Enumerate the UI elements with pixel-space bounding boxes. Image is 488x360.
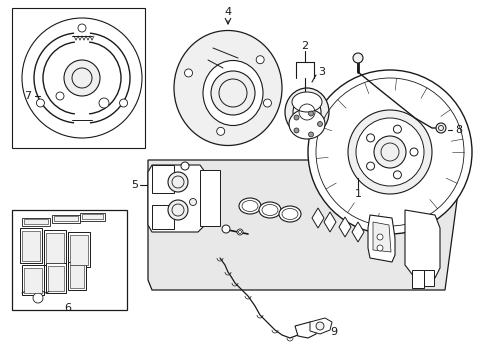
Bar <box>423 270 433 286</box>
Polygon shape <box>404 210 439 278</box>
Ellipse shape <box>288 109 325 139</box>
Circle shape <box>37 99 44 107</box>
Circle shape <box>293 115 298 120</box>
Bar <box>46 263 66 293</box>
Circle shape <box>435 123 445 133</box>
Circle shape <box>33 293 43 303</box>
Bar <box>152 205 174 229</box>
Circle shape <box>292 98 320 126</box>
Ellipse shape <box>174 31 282 145</box>
Bar <box>24 268 42 293</box>
Bar <box>411 270 423 288</box>
Text: 6: 6 <box>64 303 71 313</box>
Circle shape <box>347 110 431 194</box>
Circle shape <box>376 245 382 251</box>
Ellipse shape <box>279 206 301 222</box>
Text: 5: 5 <box>131 180 138 190</box>
Circle shape <box>376 234 382 240</box>
Circle shape <box>210 71 254 115</box>
Bar <box>22 231 40 261</box>
Circle shape <box>184 69 192 77</box>
Ellipse shape <box>285 88 328 136</box>
Bar <box>70 265 84 288</box>
Circle shape <box>409 148 417 156</box>
Bar <box>68 232 90 267</box>
Polygon shape <box>367 215 394 262</box>
Bar <box>48 266 64 291</box>
Bar <box>80 213 105 221</box>
Ellipse shape <box>291 92 321 112</box>
Bar <box>22 265 44 295</box>
Circle shape <box>355 118 423 186</box>
Bar <box>12 210 127 310</box>
Bar <box>20 228 42 263</box>
Bar <box>24 219 48 224</box>
Bar <box>52 215 80 223</box>
Circle shape <box>56 92 64 100</box>
Circle shape <box>393 171 401 179</box>
Circle shape <box>120 99 127 107</box>
Polygon shape <box>338 217 350 237</box>
Text: 4: 4 <box>224 7 231 17</box>
Bar <box>44 230 66 265</box>
Circle shape <box>22 18 142 138</box>
Ellipse shape <box>239 198 261 214</box>
Circle shape <box>263 99 271 107</box>
Text: 3: 3 <box>318 67 325 77</box>
Polygon shape <box>309 318 331 334</box>
Bar <box>22 218 50 226</box>
Circle shape <box>168 200 187 220</box>
Circle shape <box>352 53 362 63</box>
Circle shape <box>317 122 322 126</box>
Polygon shape <box>351 222 363 242</box>
Circle shape <box>293 128 298 133</box>
Circle shape <box>237 229 243 235</box>
Circle shape <box>373 136 405 168</box>
Text: 9: 9 <box>329 327 336 337</box>
Circle shape <box>168 172 187 192</box>
Ellipse shape <box>203 60 263 126</box>
Polygon shape <box>148 165 204 232</box>
Circle shape <box>366 162 374 170</box>
Circle shape <box>308 111 313 116</box>
Text: 7: 7 <box>24 91 32 101</box>
Circle shape <box>181 162 189 170</box>
Circle shape <box>189 198 196 206</box>
Bar <box>152 165 174 193</box>
Circle shape <box>308 132 313 137</box>
Bar <box>46 233 64 263</box>
Circle shape <box>315 322 324 330</box>
Polygon shape <box>311 208 324 228</box>
Text: 2: 2 <box>301 41 308 51</box>
Circle shape <box>64 60 100 96</box>
Text: 8: 8 <box>454 125 461 135</box>
Bar <box>70 235 88 265</box>
Bar <box>54 216 78 221</box>
Circle shape <box>307 70 471 234</box>
Ellipse shape <box>259 202 281 218</box>
Circle shape <box>222 225 229 233</box>
Circle shape <box>256 56 264 64</box>
Bar <box>68 262 86 290</box>
Circle shape <box>99 98 109 108</box>
Circle shape <box>78 24 86 32</box>
Text: 1: 1 <box>354 189 361 199</box>
Polygon shape <box>372 222 390 252</box>
Polygon shape <box>148 160 461 290</box>
Circle shape <box>366 134 374 142</box>
Circle shape <box>393 125 401 133</box>
Circle shape <box>216 127 224 135</box>
Bar <box>82 214 103 219</box>
Polygon shape <box>324 212 335 232</box>
Polygon shape <box>12 8 145 148</box>
Polygon shape <box>294 322 317 338</box>
Bar <box>200 170 220 226</box>
